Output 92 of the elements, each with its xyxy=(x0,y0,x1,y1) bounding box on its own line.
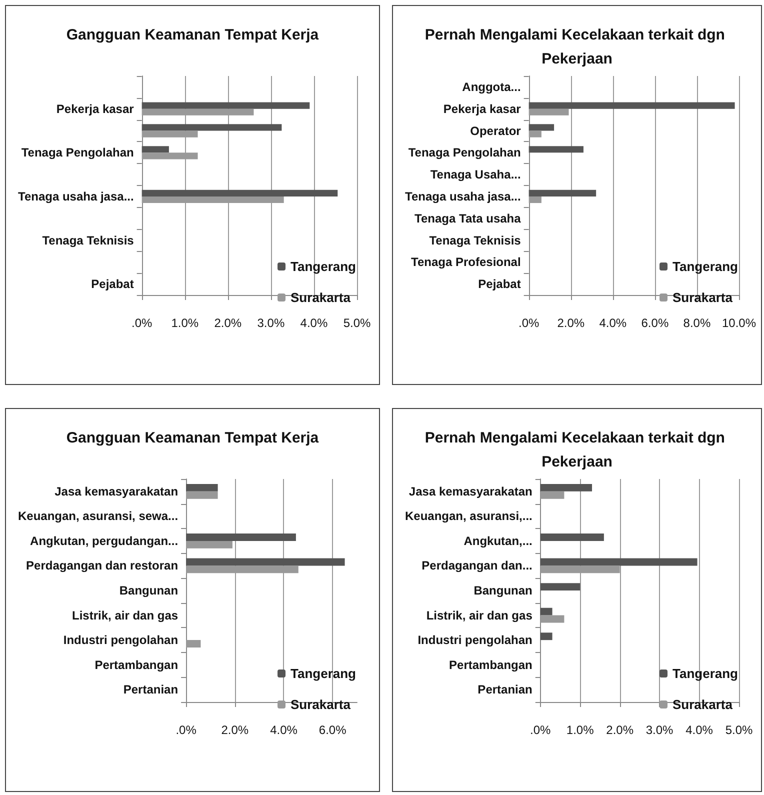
x-tick-label: 2.0% xyxy=(214,316,242,330)
x-tick-label: 2.0% xyxy=(606,723,634,737)
x-tick-label: 3.0% xyxy=(646,723,674,737)
y-tick-label: Bangunan xyxy=(474,584,532,598)
bar xyxy=(540,484,592,492)
x-tick-label: 8.0% xyxy=(683,316,711,330)
bar xyxy=(528,124,554,131)
bar xyxy=(186,558,345,566)
x-tick-label: 3.0% xyxy=(257,316,285,330)
y-tick-label: Tenaga Profesional xyxy=(411,255,521,270)
x-tick-label: 4.0% xyxy=(686,723,714,737)
y-tick-label: Tenaga Usaha... xyxy=(430,168,521,182)
y-tick-label: Industri pengolahan xyxy=(418,633,532,648)
y-tick-label: Bangunan xyxy=(119,584,178,598)
chart-title: Pernah Mengalami Kecelakaan terkait dgn Pekerjaan xyxy=(424,430,730,470)
y-tick-label: Jasa kemasyarakatan xyxy=(54,484,178,498)
x-tick-label: .0% xyxy=(530,723,552,737)
y-tick-label: Jasa kemasyarakatan xyxy=(408,484,532,498)
bar xyxy=(528,102,735,109)
y-tick-label: Perdagangan dan restoran xyxy=(26,558,178,573)
x-tick-label: 4.0% xyxy=(270,723,298,737)
x-tick-label: 5.0% xyxy=(343,316,371,330)
x-tick-label: 6.0% xyxy=(641,316,669,330)
y-tick-label: Pertambangan xyxy=(94,658,178,672)
bar xyxy=(528,108,569,116)
bar xyxy=(186,640,201,648)
y-tick-label: Keuangan, asuransi,... xyxy=(404,509,532,524)
chart-title: Gangguan Keamanan Tempat Kerja xyxy=(66,26,320,44)
y-tick-label: Tenaga Tata usaha xyxy=(414,211,522,226)
x-tick-label: 1.0% xyxy=(171,316,199,330)
bar xyxy=(528,196,542,204)
bar xyxy=(142,102,310,109)
bar xyxy=(186,484,218,492)
x-tick-label: 2.0% xyxy=(557,316,585,330)
bar xyxy=(186,534,296,541)
x-tick-label: 4.0% xyxy=(599,316,627,330)
legend-label: Surakarta xyxy=(290,290,352,305)
legend-label: Surakarta xyxy=(290,697,352,712)
y-tick-label: Angkutan,... xyxy=(464,534,532,548)
y-tick-label: Keuangan, asuransi, sewa... xyxy=(18,509,178,524)
y-tick-label: Operator xyxy=(470,124,522,138)
bar xyxy=(186,540,232,548)
chart-title: Pernah Mengalami Kecelakaan terkait dgn Pekerjaan xyxy=(424,26,730,68)
y-tick-label: Listrik, air dan gas xyxy=(426,608,533,622)
x-tick-label: 6.0% xyxy=(318,723,347,737)
legend-label: Tangerang xyxy=(290,259,356,274)
x-tick-label: 2.0% xyxy=(221,723,249,737)
chart-title: Gangguan Keamanan Tempat Kerja xyxy=(66,430,320,446)
y-tick-label: Listrik, air dan gas xyxy=(72,608,178,622)
bar xyxy=(540,558,698,566)
y-tick-label: Pejabat xyxy=(91,277,134,292)
y-tick-label: Pertambangan xyxy=(449,658,532,672)
y-tick-label: Industri pengolahan xyxy=(63,633,178,648)
bar xyxy=(540,608,552,616)
bar xyxy=(540,615,564,623)
bar xyxy=(186,491,218,499)
bar xyxy=(540,491,564,499)
y-tick-label: Pertanian xyxy=(123,682,178,697)
legend-label: Tangerang xyxy=(290,666,356,681)
legend-label: Surakarta xyxy=(672,290,734,305)
bar xyxy=(528,190,596,196)
y-tick-label: Tenaga Pengolahan xyxy=(21,146,134,160)
bar xyxy=(540,632,552,640)
x-tick-label: 4.0% xyxy=(300,316,328,330)
y-tick-label: Pertanian xyxy=(478,682,532,697)
bar xyxy=(540,583,580,590)
y-tick-label: Tenaga Pengolahan xyxy=(408,146,521,160)
y-tick-label: Tenaga usaha jasa... xyxy=(18,189,134,204)
y-tick-label: Angkutan, pergudangan... xyxy=(30,534,178,548)
bar xyxy=(142,190,338,196)
bar xyxy=(528,130,542,138)
legend-label: Tangerang xyxy=(672,666,738,681)
bar xyxy=(540,534,604,541)
y-tick-label: Tenaga usaha jasa... xyxy=(405,189,521,204)
y-tick-label: Pekerja kasar xyxy=(443,102,522,116)
y-tick-label: Pejabat xyxy=(478,277,521,292)
bar xyxy=(142,124,282,131)
legend-label: Tangerang xyxy=(672,259,738,274)
y-tick-label: Tenaga Teknisis xyxy=(42,233,134,248)
x-tick-label: .0% xyxy=(518,316,540,330)
y-tick-label: Tenaga Teknisis xyxy=(429,233,522,248)
y-tick-label: Anggota... xyxy=(462,80,521,94)
x-tick-label: .0% xyxy=(176,723,197,737)
y-tick-label: Perdagangan dan... xyxy=(422,558,532,573)
x-tick-label: 10.0% xyxy=(722,316,756,330)
bar xyxy=(528,146,584,153)
bar xyxy=(142,146,169,153)
x-tick-label: 1.0% xyxy=(566,723,594,737)
legend-label: Surakarta xyxy=(672,697,734,712)
y-tick-label: Pekerja kasar xyxy=(56,102,134,116)
x-tick-label: .0% xyxy=(131,316,152,330)
x-tick-label: 5.0% xyxy=(725,723,753,737)
